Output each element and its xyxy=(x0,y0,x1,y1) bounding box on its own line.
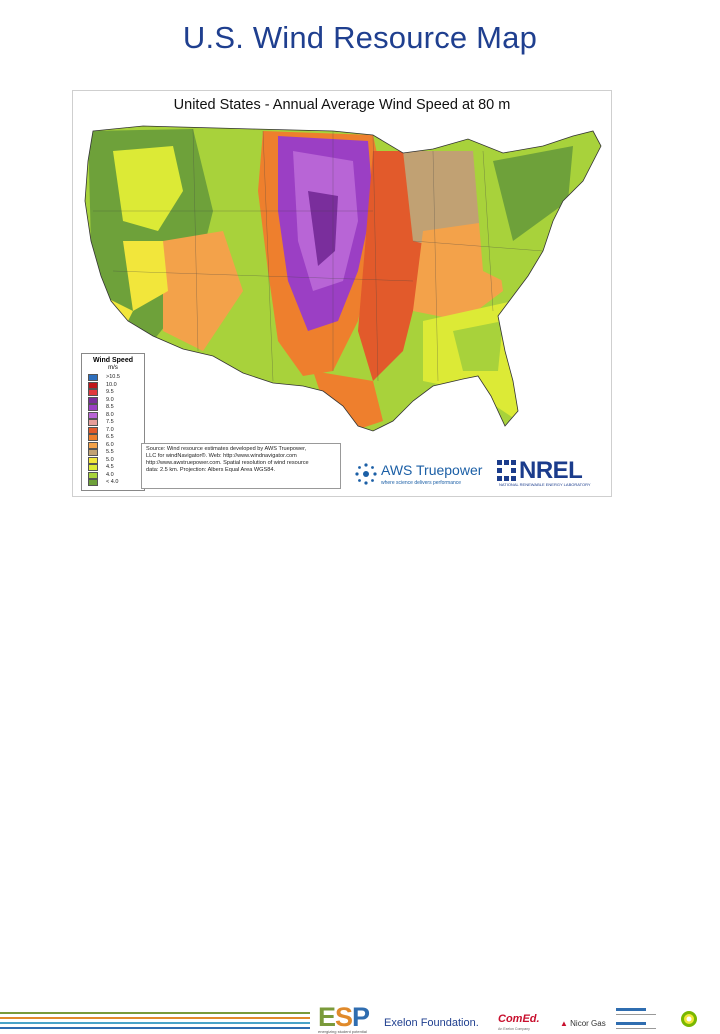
nrel-grid-icon xyxy=(497,460,516,481)
aws-sunburst-icon xyxy=(355,463,377,485)
legend-swatch xyxy=(88,426,98,434)
legend-entry: 8.5 xyxy=(88,404,142,411)
legend-value: 5.0 xyxy=(106,456,114,463)
legend-swatch xyxy=(88,396,98,404)
legend-entry: 5.0 xyxy=(88,456,142,464)
footer-stripes xyxy=(0,1012,310,1029)
esp-logo: ESP energizing student potential xyxy=(318,1002,370,1034)
legend-entry: 9.0 xyxy=(88,396,142,404)
partner-logos xyxy=(616,1008,656,1029)
legend-swatch xyxy=(88,404,98,411)
legend-entry: 4.0 xyxy=(88,471,142,479)
legend-swatch xyxy=(88,471,98,479)
nicor-gas-logo: ▲ Nicor Gas xyxy=(560,1019,606,1028)
legend-entry: >10.5 xyxy=(88,374,142,381)
legend-swatch xyxy=(88,479,98,486)
legend-value: 4.5 xyxy=(106,464,114,470)
bp-helios-icon xyxy=(681,1011,697,1027)
legend-value: >10.5 xyxy=(106,374,120,380)
legend-value: < 4.0 xyxy=(106,479,119,485)
source-note: Source: Wind resource estimates develope… xyxy=(141,443,341,489)
legend-value: 7.0 xyxy=(106,426,114,433)
nrel-subtitle: NATIONAL RENEWABLE ENERGY LABORATORY xyxy=(499,482,591,487)
legend-swatch xyxy=(88,441,98,449)
legend-value: 9.0 xyxy=(106,396,114,403)
comed-subtitle: An Exelon Company xyxy=(498,1027,530,1031)
legend-unit: m/s xyxy=(108,365,118,371)
legend-swatch xyxy=(88,464,98,471)
legend-entry: 10.0 xyxy=(88,381,142,389)
map-title: United States - Annual Average Wind Spee… xyxy=(173,97,511,113)
legend-value: 6.5 xyxy=(106,434,114,440)
nrel-logo: NREL NATIONAL RENEWABLE ENERGY LABORATOR… xyxy=(497,457,609,491)
legend-value: 7.5 xyxy=(106,419,114,425)
aws-truepower-logo: AWS Truepower where science delivers per… xyxy=(351,459,491,489)
legend-value: 8.0 xyxy=(106,411,114,418)
legend-entry: 5.5 xyxy=(88,449,142,456)
legend-value: 10.0 xyxy=(106,381,117,388)
legend-swatch xyxy=(88,434,98,441)
wind-map-image: United States - Annual Average Wind Spee… xyxy=(72,90,612,497)
nicor-flame-icon: ▲ xyxy=(560,1019,568,1028)
source-line: data: 2.5 km. Projection: Albers Equal A… xyxy=(146,467,276,473)
us-wind-map xyxy=(84,125,602,432)
footer-bar: ESP energizing student potential Exelon … xyxy=(0,500,720,1034)
legend-title: Wind Speed xyxy=(93,357,133,364)
legend-entry: 6.0 xyxy=(88,441,142,449)
legend-value: 9.5 xyxy=(106,389,114,395)
legend-value: 5.5 xyxy=(106,449,114,455)
legend-entry: 9.5 xyxy=(88,389,142,396)
legend-swatch xyxy=(88,381,98,389)
legend-swatch xyxy=(88,449,98,456)
nrel-name: NREL xyxy=(519,457,583,484)
esp-tagline: energizing student potential xyxy=(318,1029,367,1034)
nicor-name: Nicor Gas xyxy=(570,1019,606,1028)
legend-entry: 7.0 xyxy=(88,426,142,434)
legend-swatch xyxy=(88,419,98,426)
legend-swatch xyxy=(88,411,98,419)
legend-swatch xyxy=(88,389,98,396)
legend-value: 8.5 xyxy=(106,404,114,410)
slide-title: U.S. Wind Resource Map xyxy=(182,20,538,55)
legend-entry: 7.5 xyxy=(88,419,142,426)
source-line: LLC for windNavigator®. Web: http://www.… xyxy=(146,453,297,459)
wind-speed-legend: Wind Speed m/s >10.5 10.0 9.5 9.0 8.5 8.0 7.5 7… xyxy=(81,353,145,491)
legend-entry: 8.0 xyxy=(88,411,142,419)
legend-value: 6.0 xyxy=(106,441,114,448)
aws-name: AWS Truepower xyxy=(381,462,483,478)
aws-tagline: where science delivers performance xyxy=(381,480,462,486)
legend-entry: 4.5 xyxy=(88,464,142,471)
legend-entry: < 4.0 xyxy=(88,479,142,486)
exelon-foundation-logo: Exelon Foundation. xyxy=(384,1017,479,1029)
legend-value: 4.0 xyxy=(106,471,114,478)
source-line: Source: Wind resource estimates develope… xyxy=(146,446,307,452)
legend-entry: 6.5 xyxy=(88,434,142,441)
legend-swatch xyxy=(88,456,98,464)
source-line: http://www.awstruepower.com. Spatial res… xyxy=(146,460,309,466)
comed-logo: ComEd. xyxy=(498,1013,540,1025)
legend-swatch xyxy=(88,374,98,381)
